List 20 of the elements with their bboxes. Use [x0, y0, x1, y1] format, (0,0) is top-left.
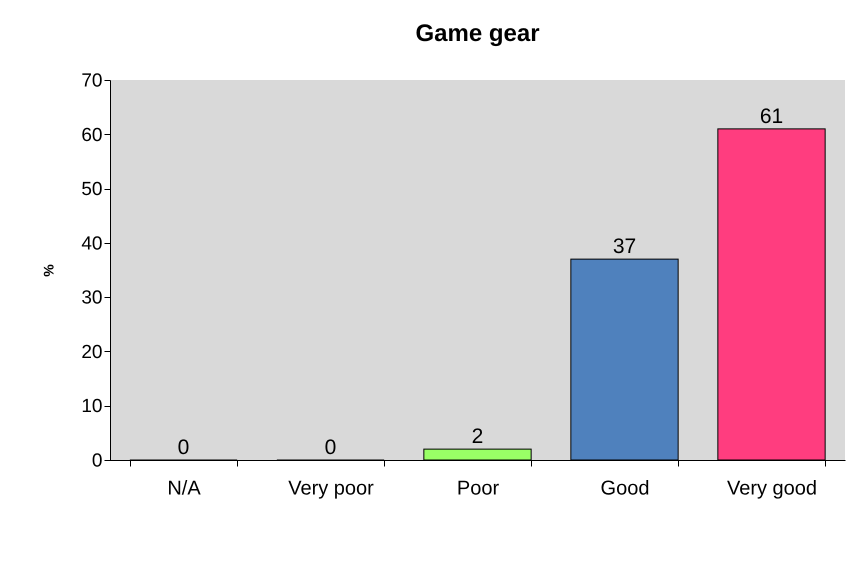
data-label: 37: [612, 235, 636, 258]
y-tick-label: 0: [92, 450, 102, 472]
data-label: 0: [178, 436, 190, 459]
y-tick-label: 20: [81, 342, 102, 363]
y-tick-label: 10: [81, 396, 102, 418]
y-tick-label: 60: [81, 124, 102, 146]
x-tick-label: Very poor: [288, 478, 374, 500]
y-tick-label: 30: [81, 288, 102, 309]
y-tick-label: 40: [81, 233, 102, 254]
data-label: 61: [760, 104, 784, 128]
y-tick-label: 70: [81, 70, 102, 92]
x-tick-label: Poor: [456, 478, 500, 500]
x-tick-label: Very good: [726, 478, 818, 500]
data-label: 0: [324, 436, 336, 459]
data-label: 2: [472, 425, 484, 448]
y-axis-title: %: [40, 264, 56, 277]
y-tick-label: 50: [81, 179, 102, 200]
x-tick-label: Good: [600, 478, 650, 500]
x-tick-label: N/A: [167, 478, 202, 500]
chart-title: Game gear: [415, 20, 540, 47]
